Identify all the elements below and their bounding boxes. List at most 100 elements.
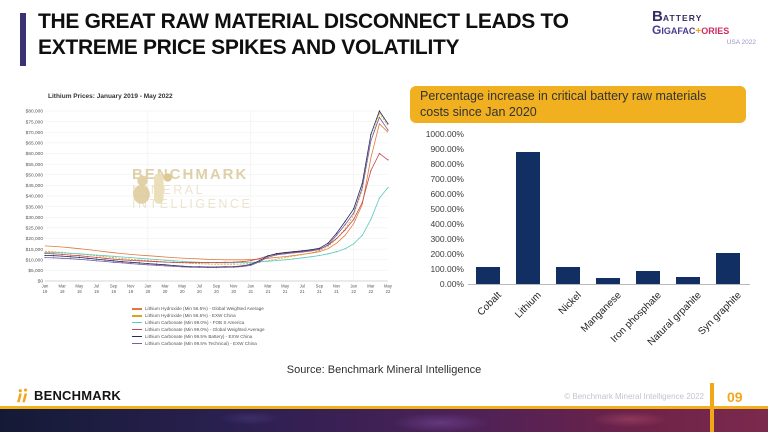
series-marker (44, 254, 46, 257)
bar-syn-graphite (716, 252, 740, 284)
bar-y-tick-label: 0.00% (439, 279, 464, 289)
benchmark-icon (17, 388, 28, 403)
event-logo-ories: ORIES (701, 26, 730, 36)
x-tick-label: 21 (283, 289, 288, 294)
series-marker (378, 116, 380, 118)
bar-y-tick-label: 1000.00% (425, 129, 464, 139)
series-marker (61, 253, 63, 255)
x-tick-label: Jan (145, 284, 152, 289)
series-marker (336, 237, 338, 240)
series-marker (121, 261, 123, 263)
series-marker (318, 247, 320, 249)
series-marker (190, 266, 192, 268)
legend-item: Lithium Hydroxide (Min 56.5%) - EXW Chin… (132, 313, 312, 318)
price-series-line (44, 112, 389, 265)
x-tick-label: 21 (266, 289, 271, 294)
y-tick-label: $20,000 (26, 236, 44, 242)
series-marker (215, 261, 218, 264)
bar-y-tick-label: 600.00% (430, 189, 464, 199)
series-marker (104, 255, 106, 257)
series-marker (318, 254, 320, 257)
series-marker (138, 262, 140, 264)
series-marker (258, 257, 260, 260)
series-marker (190, 262, 192, 264)
series-marker (155, 264, 158, 266)
series-marker (250, 263, 252, 265)
x-tick-label: Jul (300, 284, 305, 289)
title-line-2: EXTREME PRICE SPIKES AND VOLATILITY (38, 36, 460, 59)
x-tick-label: Mar (367, 284, 375, 289)
bar-manganese (596, 278, 620, 284)
series-marker (181, 261, 183, 264)
series-marker (370, 218, 372, 220)
bar-nickel (556, 266, 580, 284)
lithium-price-line-chart: $0 $5,000 $10,000 $15,000 $20,000 $25,000 $30,… (14, 88, 394, 360)
series-marker (250, 261, 252, 263)
legend-marker (132, 308, 142, 310)
title-accent-bar (20, 13, 26, 66)
series-marker (250, 260, 252, 262)
y-tick-label: $40,000 (26, 194, 44, 200)
x-tick-label: 19 (77, 289, 82, 294)
series-marker (284, 259, 286, 261)
series-marker (310, 250, 312, 252)
y-tick-label: $80,000 (26, 109, 44, 115)
y-tick-label: $15,000 (26, 247, 44, 253)
legend-item: Lithium Hydroxide (Min 56.5%) - Global W… (132, 306, 312, 311)
x-tick-label: 22 (369, 289, 374, 294)
series-marker (361, 201, 363, 203)
footer-gold-line (0, 406, 768, 409)
x-tick-label: May (75, 284, 84, 289)
series-marker (250, 264, 252, 266)
series-marker (104, 257, 106, 259)
series-marker (310, 249, 312, 251)
series-marker (233, 261, 235, 263)
callout-text: Percentage increase in critical battery … (420, 89, 707, 119)
series-marker (241, 266, 243, 268)
x-tick-label: 19 (94, 289, 99, 294)
series-marker (181, 260, 183, 262)
x-tick-label: 21 (300, 289, 305, 294)
x-tick-label: Nov (230, 284, 238, 289)
x-tick-label: Mar (264, 284, 272, 289)
series-marker (387, 159, 389, 161)
series-marker (121, 262, 123, 264)
x-tick-label: Nov (127, 284, 135, 289)
series-marker (336, 251, 338, 253)
series-marker (87, 253, 89, 255)
y-tick-label: $35,000 (26, 204, 44, 210)
x-tick-label: 19 (60, 289, 65, 294)
series-marker (361, 234, 363, 236)
series-marker (147, 263, 149, 265)
series-marker (327, 244, 329, 246)
series-marker (61, 257, 63, 259)
price-series-line (44, 123, 389, 261)
event-logo-word2: GIGAFAC+ORIES (652, 24, 764, 37)
footer-gradient-band (0, 409, 768, 432)
series-marker (387, 129, 389, 131)
x-tick-label: Jan (247, 284, 254, 289)
x-tick-label: 19 (111, 289, 116, 294)
series-marker (147, 264, 149, 266)
series-marker (215, 267, 218, 269)
bar-category-label: Lithium (513, 290, 544, 321)
series-marker (344, 220, 346, 223)
battery-gigafactories-logo: BATTERY GIGAFAC+ORIES USA 2022 (652, 9, 764, 48)
series-marker (198, 266, 200, 268)
series-marker (95, 258, 98, 260)
series-marker (310, 256, 312, 258)
series-marker (87, 256, 89, 258)
series-marker (138, 260, 140, 262)
x-tick-label: 20 (163, 289, 168, 294)
series-marker (113, 258, 115, 260)
series-marker (370, 140, 372, 142)
series-marker (353, 212, 355, 214)
series-marker (173, 261, 175, 263)
x-tick-label: Jan (42, 284, 49, 289)
series-marker (353, 243, 355, 245)
event-logo-tagline: USA 2022 (726, 39, 756, 46)
series-marker (275, 260, 278, 262)
series-marker (164, 261, 166, 263)
series-marker (121, 259, 123, 261)
copyright: © Benchmark Mineral Intelligence 2022 (564, 392, 704, 401)
